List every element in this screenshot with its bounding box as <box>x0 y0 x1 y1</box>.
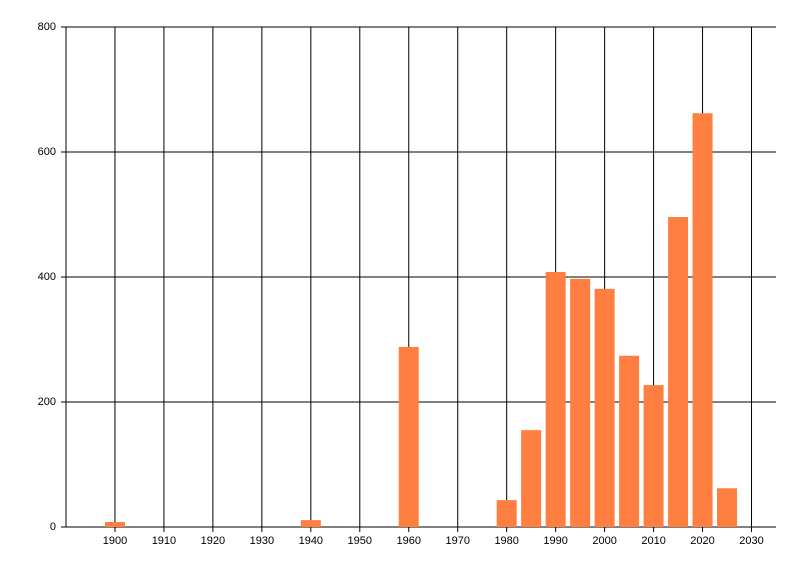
x-tick-label: 1950 <box>348 535 372 547</box>
y-tick-label: 800 <box>38 21 56 33</box>
y-tick-label: 400 <box>38 271 56 283</box>
bar <box>398 347 419 527</box>
bar <box>717 488 738 527</box>
y-tick-label: 600 <box>38 146 56 158</box>
bar <box>545 272 566 527</box>
y-tick-label: 200 <box>38 396 56 408</box>
x-tick-label: 1970 <box>445 535 469 547</box>
x-tick-label: 1940 <box>299 535 323 547</box>
bar <box>521 430 542 527</box>
x-tick-label: 2010 <box>641 535 665 547</box>
bar <box>496 500 517 527</box>
bar <box>570 278 591 527</box>
bar <box>668 217 689 527</box>
bar <box>104 522 125 527</box>
x-tick-label: 1990 <box>543 535 567 547</box>
x-tick-label: 2030 <box>739 535 763 547</box>
bar <box>300 520 321 527</box>
bar <box>643 385 664 527</box>
x-tick-label: 1900 <box>103 535 127 547</box>
bar <box>692 113 713 527</box>
x-tick-label: 1980 <box>494 535 518 547</box>
x-tick-label: 1930 <box>250 535 274 547</box>
bar <box>594 288 615 527</box>
x-tick-label: 1910 <box>152 535 176 547</box>
x-tick-label: 1920 <box>201 535 225 547</box>
y-tick-label: 0 <box>50 521 56 533</box>
bar <box>619 355 640 527</box>
x-tick-label: 1960 <box>397 535 421 547</box>
x-tick-label: 2020 <box>690 535 714 547</box>
x-tick-label: 2000 <box>592 535 616 547</box>
